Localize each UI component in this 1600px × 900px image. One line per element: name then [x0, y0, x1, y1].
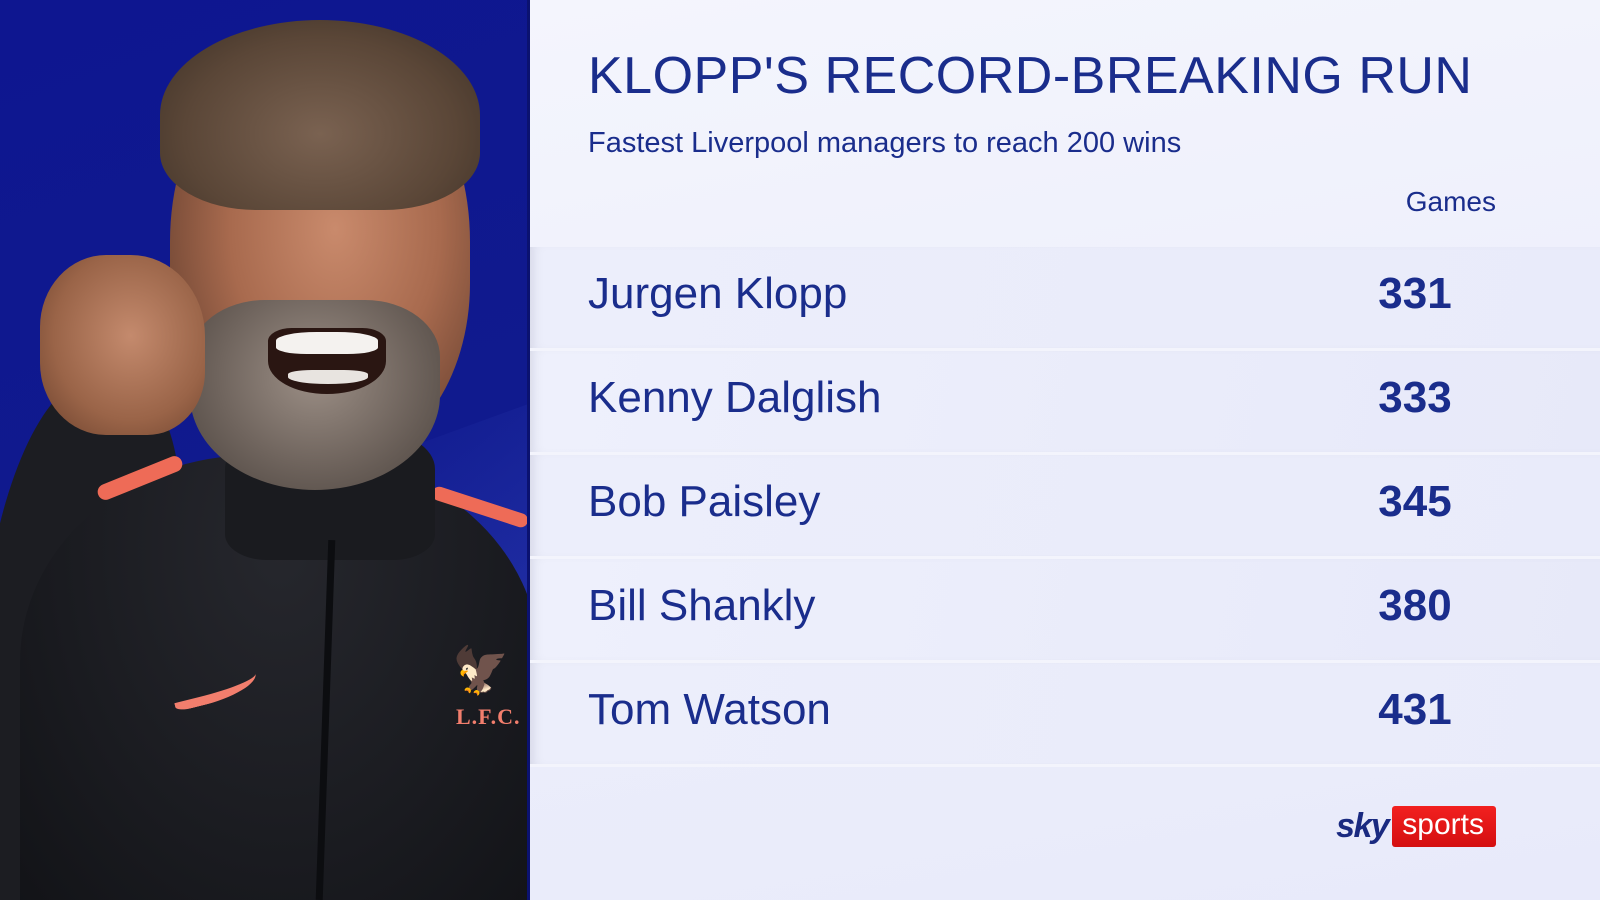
smile — [268, 328, 386, 394]
manager-name: Tom Watson — [588, 685, 831, 734]
manager-name: Bob Paisley — [588, 477, 821, 526]
logo-sports-badge: sports — [1392, 806, 1496, 847]
games-value: 345 — [1378, 477, 1452, 526]
managers-table: Jurgen Klopp 331 Kenny Dalglish 333 Bob … — [530, 247, 1600, 767]
games-value: 333 — [1378, 373, 1452, 422]
table-row: Bill Shankly 380 — [530, 559, 1600, 663]
stats-panel: KLOPP'S RECORD-BREAKING RUN Fastest Live… — [530, 0, 1600, 900]
table-row: Tom Watson 431 — [530, 663, 1600, 767]
crest-text: L.F.C. — [456, 704, 521, 729]
table-row: Kenny Dalglish 333 — [530, 351, 1600, 455]
manager-name: Kenny Dalglish — [588, 373, 882, 422]
manager-name: Bill Shankly — [588, 581, 816, 630]
games-value: 380 — [1378, 581, 1452, 630]
games-column-header: Games — [1405, 186, 1496, 217]
sky-sports-logo: sky sports — [1336, 806, 1496, 847]
table-row: Jurgen Klopp 331 — [530, 247, 1600, 351]
manager-photo: 🦅 L.F.C. — [0, 0, 530, 900]
manager-name: Jurgen Klopp — [588, 269, 848, 318]
hair — [160, 20, 480, 210]
games-value: 331 — [1378, 269, 1452, 318]
table-row: Bob Paisley 345 — [530, 455, 1600, 559]
graphic-title: KLOPP'S RECORD-BREAKING RUN — [588, 47, 1473, 105]
liverbird-icon: 🦅 — [452, 644, 510, 696]
clenched-fist — [40, 255, 205, 435]
games-value: 431 — [1378, 685, 1452, 734]
logo-sky-text: sky — [1336, 807, 1390, 845]
graphic-subtitle: Fastest Liverpool managers to reach 200 … — [588, 127, 1182, 159]
